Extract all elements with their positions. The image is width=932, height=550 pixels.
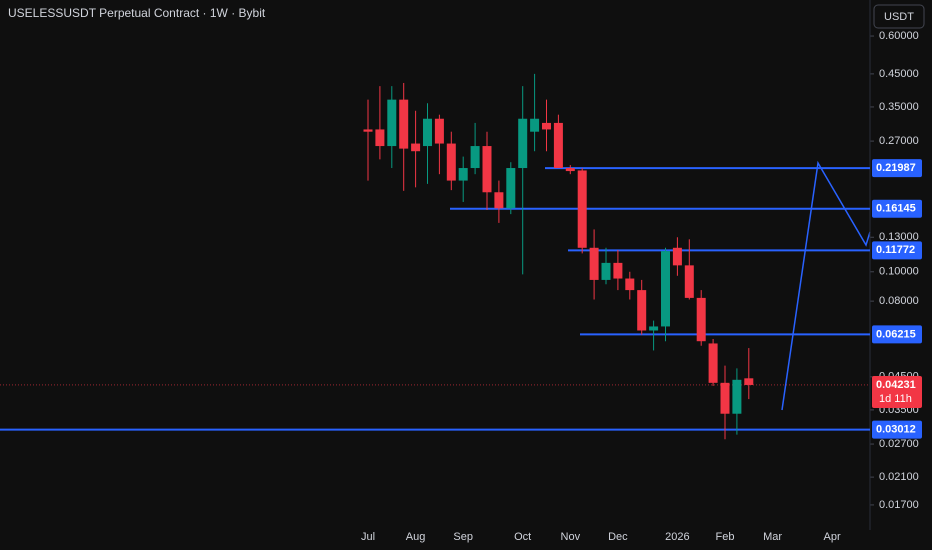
candle-body (720, 382, 730, 414)
x-tick-label: Feb (716, 531, 735, 543)
candle-body (399, 99, 409, 149)
candle-body (458, 168, 468, 181)
level-price-box (872, 159, 922, 178)
y-tick-label: 0.01700 (879, 499, 919, 511)
chart-title: USELESSUSDT Perpetual Contract · 1W · By… (8, 6, 266, 20)
candle-body (744, 378, 754, 385)
candle-body (601, 262, 611, 280)
candle-body (672, 247, 682, 266)
y-tick-label: 0.60000 (879, 30, 919, 42)
candle-body (577, 170, 587, 248)
y-tick-label: 0.02100 (879, 471, 919, 483)
x-tick-label: Aug (406, 531, 426, 543)
candle-body (446, 143, 456, 181)
candle-body (732, 379, 742, 414)
candle-body (637, 290, 647, 331)
level-price-label: 0.11772 (876, 244, 915, 256)
level-price-box (872, 420, 922, 439)
level-price-label: 0.21987 (876, 162, 916, 174)
x-tick-label: 2026 (665, 531, 689, 543)
level-price-label: 0.03012 (876, 424, 916, 436)
y-tick-label: 0.27000 (879, 135, 919, 147)
candle-body (696, 297, 706, 342)
last-price-label: 0.04231 (876, 379, 916, 391)
candle-body (613, 262, 623, 279)
candle-body (494, 192, 504, 209)
candle-body (684, 265, 694, 298)
candle-body (387, 99, 397, 147)
currency-label[interactable]: USDT (884, 11, 914, 23)
y-tick-label: 0.35000 (879, 101, 919, 113)
countdown-label: 1d 11h (879, 393, 912, 405)
candle-body (649, 326, 659, 331)
candle-body (565, 168, 575, 172)
candle-body (589, 247, 599, 280)
candle-body (553, 122, 563, 169)
x-tick-label: Sep (453, 531, 473, 543)
level-price-box (872, 199, 922, 218)
level-price-label: 0.06215 (876, 328, 916, 340)
y-tick-label: 0.10000 (879, 266, 919, 278)
x-tick-label: Dec (608, 531, 628, 543)
candle-body (625, 278, 635, 291)
candle-body (470, 146, 480, 169)
x-tick-label: Oct (514, 531, 531, 543)
candle-body (411, 143, 421, 152)
candle-body (518, 118, 528, 169)
candle-body (542, 122, 551, 130)
level-price-box (872, 325, 922, 344)
candle-body (482, 146, 492, 193)
candle-body (708, 343, 718, 383)
candle-body (530, 118, 540, 132)
projection-path (781, 160, 871, 411)
level-price-box (872, 241, 922, 260)
y-tick-label: 0.08000 (879, 295, 919, 307)
y-tick-label: 0.02700 (879, 438, 919, 450)
level-price-label: 0.16145 (876, 203, 916, 215)
last-price-box (872, 375, 922, 408)
candle-body (434, 118, 444, 144)
candle-body (661, 251, 670, 327)
x-tick-label: Apr (824, 531, 841, 543)
x-tick-label: Jul (361, 531, 375, 543)
x-tick-label: Mar (763, 531, 782, 543)
currency-button[interactable] (873, 4, 925, 29)
candle-body (363, 129, 373, 132)
candle-body (423, 118, 432, 147)
x-tick-label: Nov (561, 531, 581, 543)
y-tick-label: 0.45000 (879, 68, 919, 80)
candle-body (375, 129, 385, 147)
y-tick-label: 0.13000 (879, 231, 919, 243)
candle-body (506, 168, 516, 209)
